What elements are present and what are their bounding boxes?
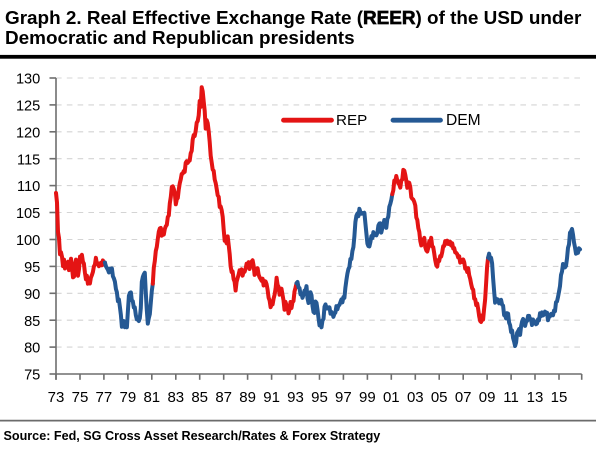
svg-text:115: 115 [17, 152, 40, 168]
svg-text:15: 15 [551, 389, 568, 406]
svg-text:Graph 2. Real Effective Exchan: Graph 2. Real Effective Exchange Rate (R… [5, 8, 582, 29]
svg-text:130: 130 [16, 72, 40, 88]
svg-text:85: 85 [24, 314, 40, 330]
svg-text:93: 93 [287, 389, 304, 406]
svg-text:03: 03 [407, 389, 424, 406]
svg-text:05: 05 [431, 389, 448, 406]
svg-text:REP: REP [336, 112, 367, 129]
svg-text:80: 80 [24, 341, 40, 357]
svg-text:13: 13 [527, 389, 544, 406]
svg-text:11: 11 [503, 389, 519, 406]
svg-text:Democratic and Republican pres: Democratic and Republican presidents [5, 28, 355, 49]
svg-text:07: 07 [455, 389, 472, 406]
svg-text:95: 95 [24, 260, 40, 276]
svg-text:77: 77 [96, 389, 113, 406]
svg-text:120: 120 [16, 125, 40, 141]
svg-text:75: 75 [24, 368, 40, 384]
svg-text:105: 105 [16, 206, 40, 222]
svg-text:110: 110 [17, 179, 40, 195]
svg-text:79: 79 [120, 389, 137, 406]
svg-text:85: 85 [191, 389, 208, 406]
svg-text:81: 81 [143, 389, 160, 406]
svg-text:95: 95 [311, 389, 328, 406]
svg-text:89: 89 [239, 389, 256, 406]
svg-text:09: 09 [479, 389, 496, 406]
svg-text:90: 90 [24, 287, 40, 303]
svg-text:Source: Fed, SG Cross Asset Re: Source: Fed, SG Cross Asset Research/Rat… [4, 429, 381, 443]
svg-text:91: 91 [263, 389, 280, 406]
svg-text:75: 75 [72, 389, 89, 406]
svg-text:125: 125 [16, 99, 40, 115]
svg-text:DEM: DEM [446, 112, 481, 129]
svg-text:99: 99 [359, 389, 376, 406]
svg-text:01: 01 [383, 389, 400, 406]
svg-text:97: 97 [335, 389, 352, 406]
svg-text:100: 100 [16, 233, 40, 249]
svg-text:83: 83 [167, 389, 184, 406]
svg-text:73: 73 [48, 389, 65, 406]
svg-text:87: 87 [215, 389, 232, 406]
